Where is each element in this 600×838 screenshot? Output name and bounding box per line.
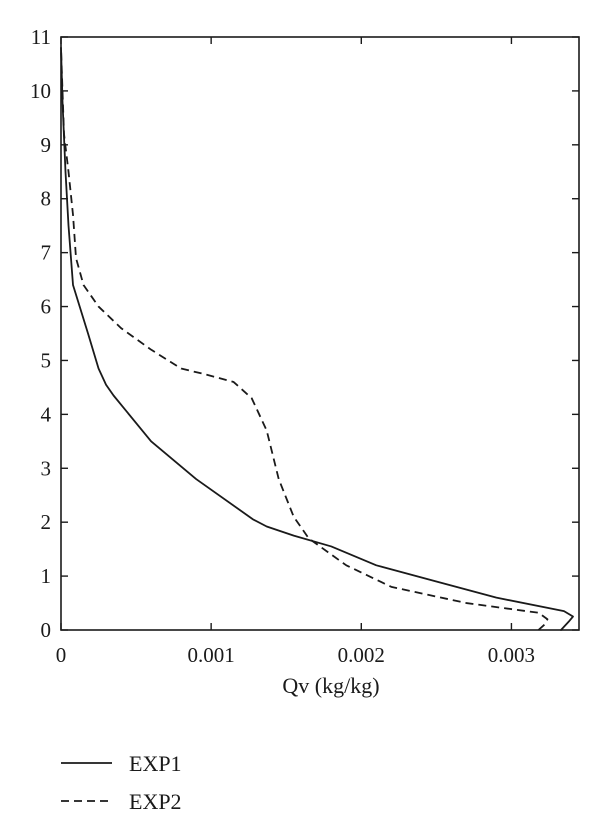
y-tick-label: 11 bbox=[31, 25, 51, 49]
x-tick-label: 0.002 bbox=[338, 643, 385, 667]
plot-frame-layer bbox=[60, 36, 580, 631]
series-line-exp1 bbox=[60, 46, 574, 631]
y-tick-label: 6 bbox=[41, 295, 52, 319]
ticks-layer: 0 1 2 3 4 5 6 7 8 9 10 11 0 0.001 0.002 0.003 bbox=[30, 25, 579, 667]
y-tick-label: 4 bbox=[41, 402, 52, 426]
series-layer bbox=[60, 46, 574, 631]
x-axis-label: Qv (kg/kg) bbox=[282, 673, 379, 698]
y-tick-label: 9 bbox=[41, 133, 52, 157]
x-tick-label: 0.003 bbox=[488, 643, 535, 667]
y-tick-label: 0 bbox=[41, 618, 52, 642]
y-tick-label: 8 bbox=[41, 187, 52, 211]
y-tick-label: 2 bbox=[41, 510, 52, 534]
series-line-exp2 bbox=[60, 47, 549, 631]
y-tick-label: 3 bbox=[41, 456, 52, 480]
y-tick-label: 7 bbox=[41, 241, 52, 265]
x-tick-label: 0.001 bbox=[188, 643, 235, 667]
x-tick-label: 0 bbox=[56, 643, 67, 667]
y-tick-label: 5 bbox=[41, 348, 52, 372]
legend-label-exp1: EXP1 bbox=[129, 751, 182, 776]
legend-label-exp2: EXP2 bbox=[129, 789, 182, 814]
legend: EXP1 EXP2 bbox=[61, 751, 182, 814]
plot-frame bbox=[60, 36, 580, 631]
y-tick-label: 10 bbox=[30, 79, 51, 103]
y-tick-label: 1 bbox=[41, 564, 52, 588]
